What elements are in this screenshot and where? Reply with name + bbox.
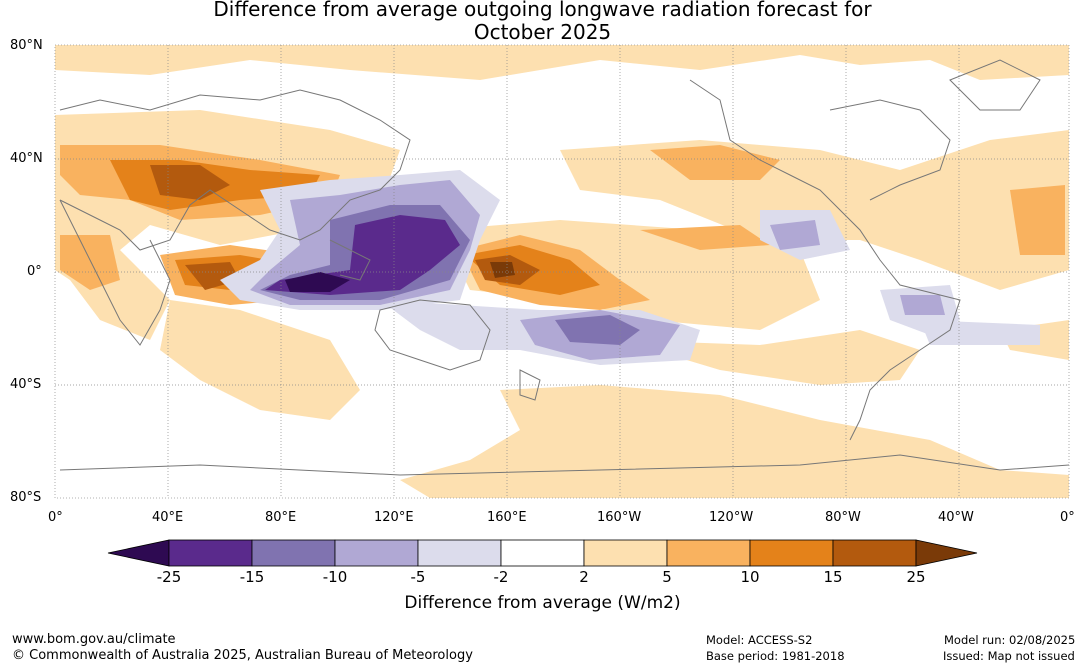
anomaly-neg-5-10 — [770, 220, 820, 250]
footer-copyright: © Commonwealth of Australia 2025, Austra… — [12, 648, 473, 663]
colorbar-tick-label: 10 — [740, 568, 760, 586]
lat-label: 80°S — [10, 490, 42, 505]
colorbar-tick-label: 5 — [662, 568, 672, 586]
anomaly-neg-10-15 — [555, 315, 640, 345]
colorbar-segment — [417, 539, 502, 567]
anomaly-pos-25-plus — [490, 262, 515, 278]
anomaly-pos-5-10 — [650, 145, 780, 180]
colorbar-tick-label: 2 — [579, 568, 589, 586]
colorbar-segment — [583, 539, 668, 567]
colorbar-tick-label: -10 — [322, 568, 348, 586]
anomaly-pos-2-5 — [55, 45, 1069, 80]
anomaly-pos-5-10 — [640, 225, 770, 250]
map-title-line2: October 2025 — [473, 20, 612, 44]
anomaly-pos-2-5 — [400, 385, 1069, 498]
anomaly-neg-25-plus — [285, 272, 350, 292]
footer-issued: Issued: Map not issued — [943, 649, 1075, 663]
colorbar-segment — [168, 539, 253, 567]
lon-label: 160°W — [597, 510, 642, 525]
lon-label: 160°E — [487, 510, 527, 525]
anomaly-pos-5-10 — [60, 235, 120, 290]
footer-base-period: Base period: 1981-2018 — [706, 649, 845, 663]
colorbar-segment — [666, 539, 751, 567]
anomaly-neg-15-25 — [265, 215, 460, 295]
lon-label: 0° — [1060, 510, 1075, 525]
colorbar-tick-label: -5 — [410, 568, 426, 586]
lat-label: 40°S — [10, 377, 42, 392]
graticule — [55, 45, 1069, 498]
lon-label: 0° — [48, 510, 63, 525]
map-title-line1: Difference from average outgoing longwav… — [213, 0, 872, 21]
lat-label: 40°N — [10, 151, 43, 166]
colorbar — [107, 539, 978, 567]
anomaly-pos-2-5 — [160, 300, 360, 420]
colorbar-tick-label: 15 — [823, 568, 843, 586]
footer-model: Model: ACCESS-S2 — [706, 633, 813, 647]
anomaly-neg-2-5 — [920, 320, 1040, 345]
colorbar-segment — [500, 539, 585, 567]
lon-label: 80°W — [825, 510, 861, 525]
lon-label: 40°E — [152, 510, 184, 525]
lon-label: 40°W — [938, 510, 974, 525]
lat-label: 80°N — [10, 38, 43, 53]
colorbar-segment — [251, 539, 336, 567]
colorbar-tick-label: 25 — [906, 568, 926, 586]
anomaly-neg-5-10 — [900, 295, 945, 315]
colorbar-extend-low — [107, 539, 170, 567]
colorbar-tick-label: -25 — [156, 568, 182, 586]
anomaly-pos-5-10 — [1010, 185, 1065, 255]
colorbar-extend-high — [915, 539, 978, 567]
colorbar-segment — [334, 539, 419, 567]
colorbar-tick-label: -15 — [239, 568, 265, 586]
footer-model-run: Model run: 02/08/2025 — [944, 633, 1076, 647]
colorbar-segment — [832, 539, 917, 567]
footer-website: www.bom.gov.au/climate — [12, 632, 176, 647]
map-frame — [54, 44, 1070, 499]
lon-label: 120°E — [374, 510, 414, 525]
colorbar-unit-label: Difference from average (W/m2) — [404, 593, 681, 613]
colorbar-tick-label: -2 — [493, 568, 509, 586]
colorbar-segment — [749, 539, 834, 567]
lat-label: 0° — [27, 264, 42, 279]
anomaly-field — [55, 45, 1069, 498]
lon-label: 120°W — [709, 510, 754, 525]
coastlines — [59, 59, 1069, 476]
lon-label: 80°E — [265, 510, 297, 525]
anomaly-pos-15-25 — [150, 165, 230, 200]
